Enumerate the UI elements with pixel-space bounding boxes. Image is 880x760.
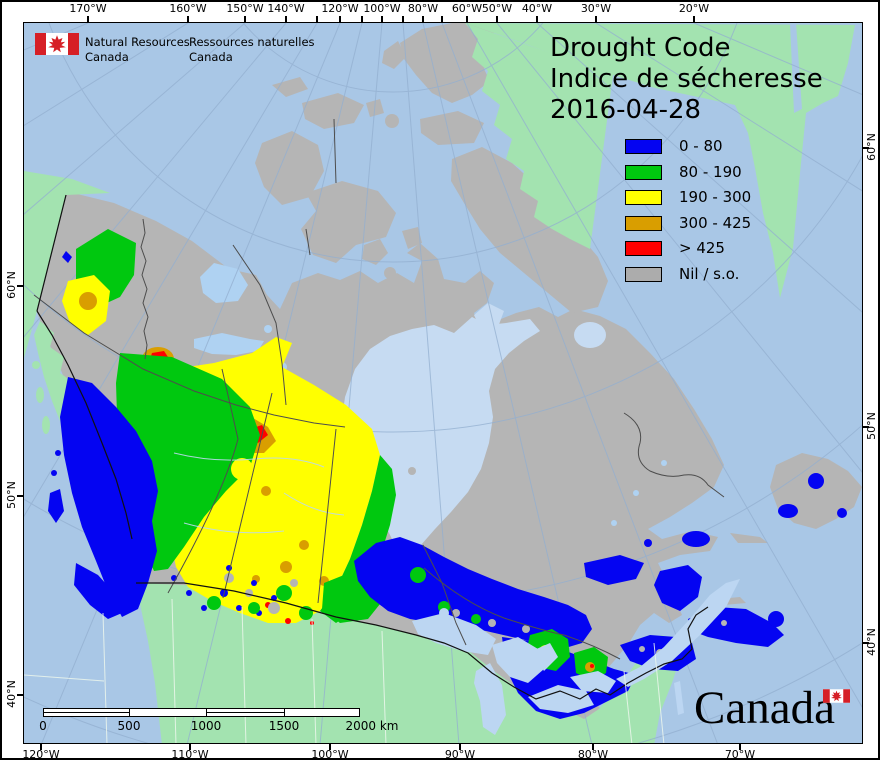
logo-text-fr: Ressources naturelles Canada bbox=[189, 35, 315, 65]
title-line2: Indice de sécheresse bbox=[550, 64, 823, 94]
longitude-tick-label: 120°W bbox=[22, 748, 60, 760]
logo-en-line2: Canada bbox=[85, 50, 129, 64]
longitude-tick bbox=[592, 744, 594, 750]
latitude-tick bbox=[863, 642, 869, 644]
latitude-tick bbox=[863, 147, 869, 149]
map-frame bbox=[23, 22, 863, 744]
longitude-tick-label: 100°W bbox=[311, 748, 349, 760]
longitude-tick-label: 140°W bbox=[267, 2, 305, 15]
georgian-bay bbox=[532, 643, 558, 671]
great-lakes bbox=[408, 467, 740, 735]
latitude-tick-label: 50°N bbox=[865, 412, 878, 440]
logo-text-en: Natural Resources Canada bbox=[85, 35, 190, 65]
ungava-bay bbox=[574, 322, 606, 348]
title-line1: Drought Code bbox=[550, 33, 731, 63]
longitude-tick-label: 120°W bbox=[321, 2, 359, 15]
great-slave-lake bbox=[194, 333, 264, 355]
wordmark-text: Canada bbox=[694, 682, 835, 734]
longitude-tick-label: 70°W bbox=[724, 748, 756, 760]
longitude-tick-label: 50°W bbox=[481, 2, 513, 15]
st-lawrence-river bbox=[616, 579, 740, 687]
longitude-tick-label: 20°W bbox=[678, 2, 710, 15]
latitude-tick-label: 50°N bbox=[5, 481, 18, 509]
lake-ontario bbox=[570, 671, 616, 693]
canada-flag-icon bbox=[823, 689, 850, 703]
lake-nipigon bbox=[439, 608, 449, 618]
longitude-tick-label: 80°W bbox=[407, 2, 439, 15]
logo-fr-line1: Ressources naturelles bbox=[189, 35, 315, 49]
longitude-tick bbox=[459, 744, 461, 750]
prairie-rivers bbox=[173, 452, 345, 534]
canada-wordmark: Canada bbox=[694, 682, 850, 734]
lake-huron bbox=[492, 637, 544, 683]
longitude-tick-label: 160°W bbox=[169, 2, 207, 15]
us-state-lines bbox=[24, 598, 665, 743]
longitude-tick-label: 80°W bbox=[577, 748, 609, 760]
title-date: 2016-04-28 bbox=[550, 95, 702, 125]
map-title: Drought Code Indice de sécheresse 2016-0… bbox=[550, 33, 823, 126]
longitude-tick bbox=[40, 744, 42, 750]
longitude-tick-label: 60°W bbox=[451, 2, 483, 15]
lake-michigan bbox=[474, 663, 506, 735]
hudson-bay bbox=[341, 317, 540, 592]
canada-flag-icon bbox=[35, 33, 79, 55]
latitude-tick-label: 60°N bbox=[865, 133, 878, 161]
logo-en-line1: Natural Resources bbox=[85, 35, 190, 49]
longitude-tick bbox=[739, 744, 741, 750]
lake-erie bbox=[528, 685, 594, 713]
lake-superior bbox=[412, 613, 496, 655]
longitude-tick bbox=[189, 744, 191, 750]
lake-champlain bbox=[674, 681, 684, 715]
greenland-land bbox=[465, 23, 855, 298]
logo-fr-line2: Canada bbox=[189, 50, 233, 64]
longitude-tick-label: 40°W bbox=[521, 2, 553, 15]
longitude-tick-label: 170°W bbox=[69, 2, 107, 15]
graticule bbox=[24, 23, 862, 743]
foxe-basin bbox=[474, 303, 504, 330]
longitude-tick-label: 30°W bbox=[580, 2, 612, 15]
international-borders bbox=[36, 194, 709, 700]
canada-drought-map bbox=[24, 23, 862, 743]
belcher-islands bbox=[408, 467, 416, 475]
longitude-tick bbox=[329, 744, 331, 750]
longitude-tick-label: 150°W bbox=[226, 2, 264, 15]
longitude-tick-label: 100°W bbox=[363, 2, 401, 15]
longitude-tick-label: 90°W bbox=[444, 748, 476, 760]
latitude-tick-label: 40°N bbox=[865, 628, 878, 656]
province-borders bbox=[33, 118, 725, 660]
latitude-tick bbox=[863, 426, 869, 428]
latitude-tick-label: 60°N bbox=[5, 271, 18, 299]
latitude-tick-label: 40°N bbox=[5, 680, 18, 708]
longitude-tick-label: 110°W bbox=[171, 748, 209, 760]
